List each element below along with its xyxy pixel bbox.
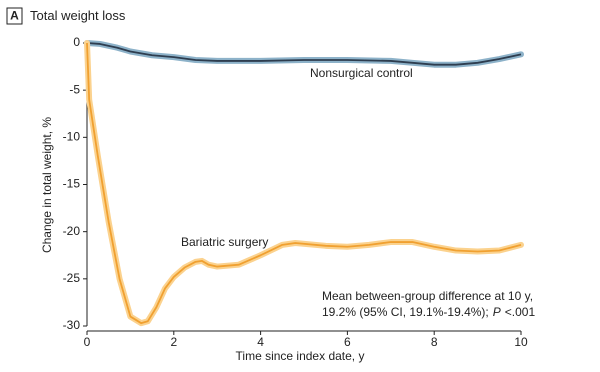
annotation: P: [493, 305, 501, 319]
series-label: Nonsurgical control: [310, 66, 413, 80]
y-tick-label: -10: [63, 130, 81, 144]
annotation: 19.2% (95% CI, 19.1%-19.4%);: [322, 305, 489, 319]
y-tick-label: -20: [63, 224, 81, 238]
annotation: Mean between-group difference at 10 y,: [322, 289, 533, 303]
x-tick-label: 6: [344, 335, 351, 349]
y-tick-label: -15: [63, 177, 81, 191]
series-label: Bariatric surgery: [181, 235, 268, 249]
y-tick-label: -5: [69, 82, 80, 96]
y-tick-label: -25: [63, 271, 81, 285]
confidence-band: [84, 40, 524, 327]
x-tick-label: 4: [257, 335, 264, 349]
y-tick-label: -30: [63, 318, 81, 332]
panel-box: [6, 7, 23, 25]
x-tick-label: 2: [170, 335, 177, 349]
x-tick-label: 10: [514, 335, 528, 349]
y-tick-label: 0: [73, 35, 80, 49]
x-tick-label: 0: [84, 335, 91, 349]
x-tick-label: 8: [431, 335, 438, 349]
series-line: [86, 42, 522, 66]
y-axis-label: Change in total weight, %: [40, 117, 54, 253]
chart-title: Total weight loss: [30, 8, 126, 23]
annotation: 19.2% (95% CI, 19.1%-19.4%); P <.001: [322, 305, 535, 319]
series-line: [86, 42, 522, 325]
x-axis-label: Time since index date, y: [236, 349, 365, 363]
panel-label: A: [10, 9, 19, 23]
annotation: <.001: [505, 305, 536, 319]
confidence-band: [84, 40, 524, 68]
